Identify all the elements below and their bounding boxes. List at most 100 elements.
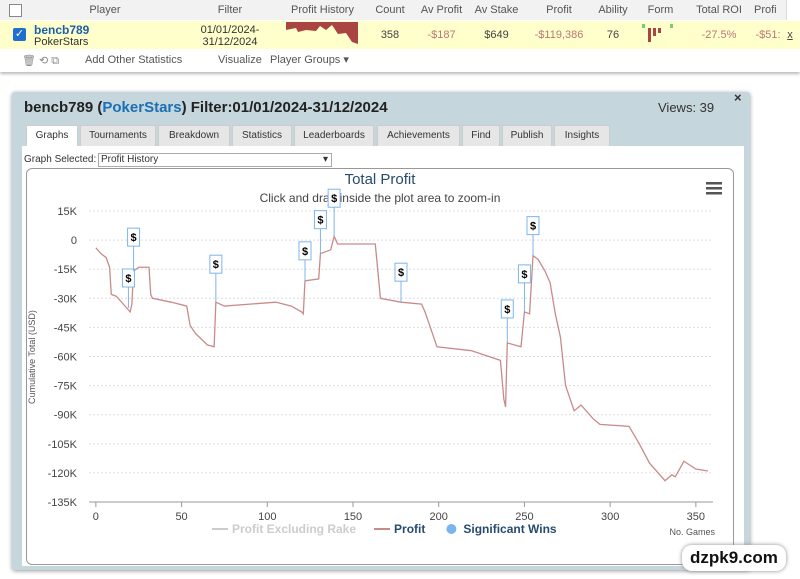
profit: -$119,386 xyxy=(534,29,584,41)
y-tick-label: -135K xyxy=(48,497,78,509)
legend-symbol xyxy=(446,524,457,534)
legend-item[interactable]: Significant Wins xyxy=(463,522,557,536)
panel-filter: Filter:01/01/2024-31/12/2024 xyxy=(190,99,388,116)
graph-select[interactable]: Profit History ▾ xyxy=(98,153,332,167)
checkbox-checked[interactable]: ✓ xyxy=(13,28,26,41)
y-tick-label: -15K xyxy=(54,264,78,276)
views: Views: 39 xyxy=(658,100,715,115)
player-link[interactable]: bencb789 xyxy=(34,23,90,37)
flag-label: $ xyxy=(521,269,527,281)
header-cell: Filter xyxy=(180,0,281,20)
panel-title: bencb789 (PokerStars) Filter:01/01/2024-… xyxy=(24,99,388,116)
legend-item[interactable]: Profit Excluding Rake xyxy=(232,522,356,536)
checkbox[interactable] xyxy=(8,3,22,17)
profi: -$51: xyxy=(755,29,781,41)
table-row xyxy=(0,21,800,49)
av-stake: $649 xyxy=(484,29,509,41)
y-tick-label: -75K xyxy=(54,381,78,393)
header-cell: Count xyxy=(365,0,416,20)
player-groups[interactable]: Player Groups ▾ xyxy=(270,54,349,66)
flag-label: $ xyxy=(317,215,323,227)
flag-label: $ xyxy=(125,273,131,285)
y-tick-label: 0 xyxy=(71,235,77,247)
tab[interactable]: Graphs xyxy=(26,125,78,146)
graph-label: Graph Selected: xyxy=(24,154,97,165)
header-cell: Ability xyxy=(593,0,634,20)
visualize[interactable]: Visualize xyxy=(218,54,262,66)
flag-label: $ xyxy=(331,193,337,205)
header-cell: Av Stake xyxy=(468,0,526,20)
filter-to: 31/12/2024 xyxy=(202,36,258,48)
flag-label: $ xyxy=(213,259,219,271)
x-tick-label: 300 xyxy=(601,511,619,523)
site: PokerStars xyxy=(34,36,89,48)
significant-win: $ xyxy=(394,262,408,303)
y-axis-label: Cumulative Total (USD) xyxy=(27,310,37,404)
header-cell: Player xyxy=(30,0,181,20)
profit-sparkline xyxy=(286,22,358,44)
flag-box xyxy=(394,262,408,282)
flag-label: $ xyxy=(131,232,137,244)
header-cell: Profi xyxy=(750,0,787,20)
y-tick-label: -45K xyxy=(54,322,78,334)
legend-item[interactable]: Profit xyxy=(394,522,425,536)
chart-subtitle: Click and drag inside the plot area to z… xyxy=(260,191,501,205)
tab[interactable]: Find xyxy=(462,125,500,146)
header-cell: Av Profit xyxy=(415,0,469,20)
toolbar-icons[interactable]: 🗑 ⟲ ⧉ xyxy=(22,55,60,67)
flag-label: $ xyxy=(398,267,404,279)
significant-win: $ xyxy=(517,264,531,312)
flag-box xyxy=(517,264,531,284)
tab[interactable]: Publish xyxy=(502,125,552,146)
tab[interactable]: Tournaments xyxy=(80,125,156,146)
graph-select-value: Profit History xyxy=(101,154,159,165)
x-tick-label: 250 xyxy=(515,511,533,523)
header-cell: Form xyxy=(633,0,689,20)
header-cell: Profit xyxy=(525,0,594,20)
count: 358 xyxy=(380,29,400,41)
tab[interactable]: Leaderboards xyxy=(294,125,374,146)
menu-button[interactable] xyxy=(706,182,722,195)
remove[interactable]: x xyxy=(787,29,793,41)
form-chart xyxy=(642,24,673,42)
x-tick-label: 200 xyxy=(430,511,448,523)
y-tick-label: -60K xyxy=(54,352,78,364)
y-tick-label: -105K xyxy=(48,439,78,451)
flag-box xyxy=(313,210,327,230)
header-cell: Total ROI xyxy=(688,0,751,20)
x-tick-label: 100 xyxy=(258,511,276,523)
chart-title: Total Profit xyxy=(345,171,417,188)
profit-line xyxy=(95,234,708,482)
flag-label: $ xyxy=(504,304,510,316)
player-groups-label: Player Groups xyxy=(270,54,341,66)
y-tick-label: 15K xyxy=(57,206,77,218)
tab[interactable]: Insights xyxy=(554,125,610,146)
watermark: dzpk9.com xyxy=(682,545,786,571)
flag-box xyxy=(327,188,341,208)
add-stats[interactable]: Add Other Statistics xyxy=(85,54,183,66)
x-tick-label: 0 xyxy=(93,511,99,523)
significant-win: $ xyxy=(209,254,223,303)
tab[interactable]: Breakdown xyxy=(158,125,230,146)
flag-box xyxy=(500,299,514,319)
header-cell: Profit History xyxy=(280,0,366,20)
panel-site[interactable]: PokerStars xyxy=(102,99,182,116)
header-cell xyxy=(0,0,31,20)
panel-player: bencb789 xyxy=(24,99,94,116)
y-tick-label: -30K xyxy=(54,293,78,305)
significant-win: $ xyxy=(526,216,540,256)
y-tick-label: -120K xyxy=(48,468,78,480)
close[interactable]: × xyxy=(734,90,742,105)
tab[interactable]: Achievements xyxy=(377,125,460,146)
filter-from: 01/01/2024- xyxy=(200,24,260,36)
x-tick-label: 350 xyxy=(687,511,705,523)
significant-win: $ xyxy=(327,188,341,237)
flag-label: $ xyxy=(530,221,536,233)
significant-win: $ xyxy=(298,241,312,281)
flag-label: $ xyxy=(302,246,308,258)
tab[interactable]: Statistics xyxy=(232,125,292,146)
x-tick-label: 150 xyxy=(344,511,362,523)
significant-win: $ xyxy=(313,210,327,254)
y-tick-label: -90K xyxy=(54,410,78,422)
